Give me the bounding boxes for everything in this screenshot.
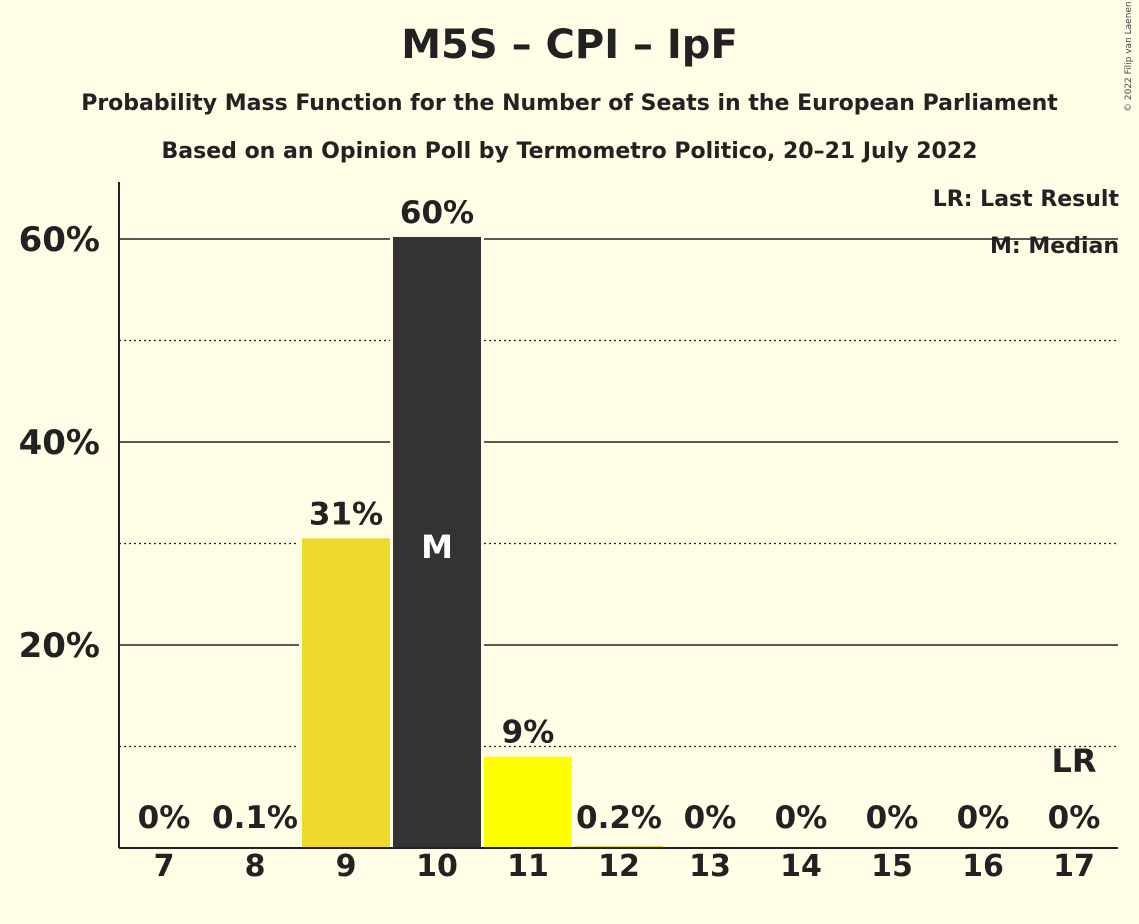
x-tick-label: 7: [154, 849, 175, 884]
data-label: 0%: [775, 800, 828, 836]
x-tick-label: 12: [598, 849, 640, 884]
x-tick-label: 11: [507, 849, 549, 884]
median-marker: M: [421, 528, 453, 566]
data-label: 0%: [684, 800, 737, 836]
chart-subtitle-source: Based on an Opinion Poll by Termometro P…: [161, 139, 978, 164]
data-label: 0%: [1048, 800, 1101, 836]
y-tick-label: 60%: [19, 220, 100, 260]
bar-9-seats: [302, 538, 390, 848]
x-tick-label: 10: [416, 849, 458, 884]
y-tick-label: 40%: [19, 423, 100, 463]
bar-12-seats: [575, 845, 663, 848]
data-label: 60%: [400, 195, 474, 231]
data-label: 0%: [957, 800, 1010, 836]
legend-last-result: LR: Last Result: [932, 187, 1119, 212]
legend-median: M: Median: [990, 234, 1119, 259]
x-tick-label: 14: [780, 849, 822, 884]
data-label: 31%: [309, 496, 383, 532]
bar-10-seats: [393, 236, 481, 849]
x-tick-label: 17: [1053, 849, 1095, 884]
data-label: 0%: [138, 800, 191, 836]
bar-gap: [208, 843, 302, 848]
data-label: 0.1%: [212, 800, 298, 836]
x-tick-label: 9: [336, 849, 357, 884]
x-tick-label: 13: [689, 849, 731, 884]
data-label: 9%: [502, 715, 555, 751]
y-tick-label: 20%: [19, 626, 100, 666]
x-tick-label: 16: [962, 849, 1004, 884]
data-label: 0%: [866, 800, 919, 836]
chart-subtitle: Probability Mass Function for the Number…: [81, 91, 1058, 116]
last-result-marker: LR: [1051, 742, 1096, 780]
bar-11-seats: [484, 756, 572, 848]
chart-title: M5S – CPI – IpF: [401, 22, 738, 68]
x-tick-label: 8: [245, 849, 266, 884]
data-label: 0.2%: [576, 800, 662, 836]
x-tick-label: 15: [871, 849, 913, 884]
bar-gap: [572, 842, 666, 848]
